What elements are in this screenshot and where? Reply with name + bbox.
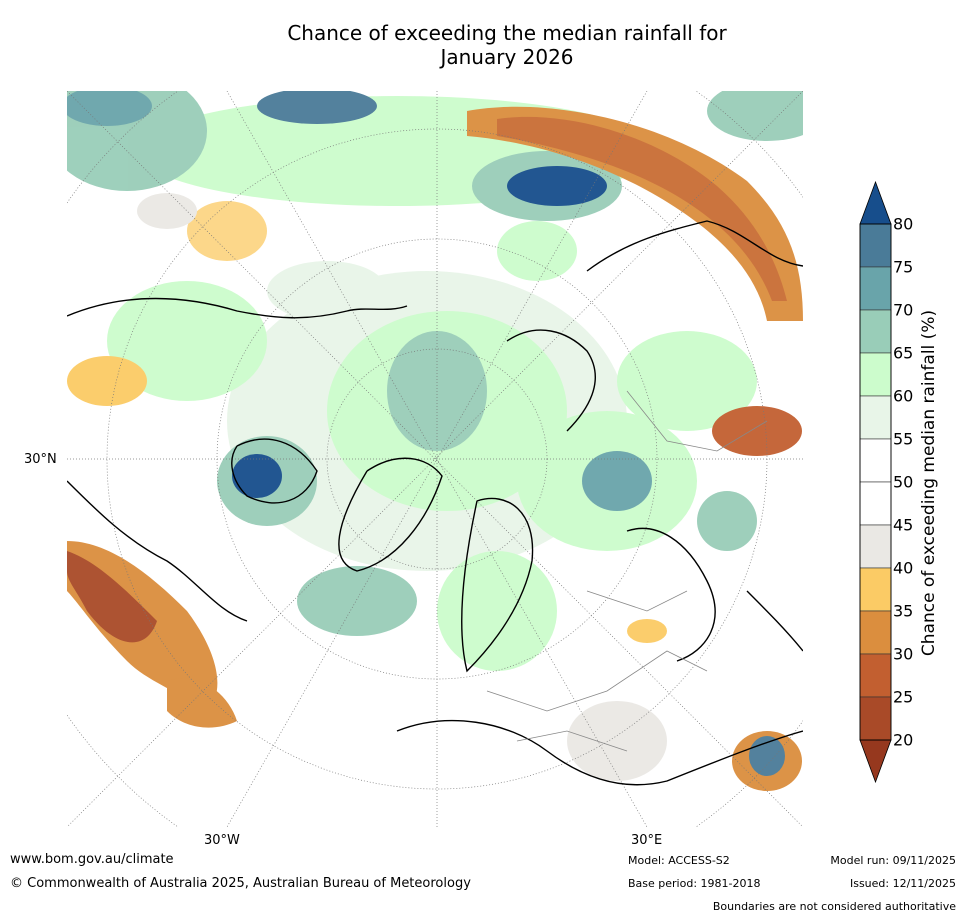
colorbar-bin-50-55 xyxy=(859,438,892,483)
colorbar-tick-80: 80 xyxy=(893,214,914,234)
graticule xyxy=(67,91,803,827)
lon-label-30e: 30°E xyxy=(631,833,663,848)
colorbar-tick-75: 75 xyxy=(893,257,914,277)
colorbar-tick-55: 55 xyxy=(893,429,914,449)
colorbar-bin-70-75 xyxy=(859,266,892,311)
colorbar-bin-65-70 xyxy=(859,309,892,354)
colorbar-tick-35: 35 xyxy=(893,601,914,621)
model-run-text: Model run: 09/11/2025 xyxy=(830,854,956,867)
colorbar-tick-40: 40 xyxy=(893,558,914,578)
colorbar-bin-60-65 xyxy=(859,352,892,397)
colorbar-bin-40-45 xyxy=(859,524,892,569)
lon-label-30w: 30°W xyxy=(204,833,240,848)
colorbar xyxy=(859,180,892,784)
issued-text: Issued: 12/11/2025 xyxy=(849,877,956,890)
colorbar-tick-70: 70 xyxy=(893,300,914,320)
map-canvas xyxy=(67,91,803,827)
country-borders xyxy=(486,390,768,752)
probability-regions xyxy=(67,91,803,791)
colorbar-tick-65: 65 xyxy=(893,343,914,363)
colorbar-bin-30-35 xyxy=(859,610,892,655)
rainfall-map[interactable] xyxy=(67,91,803,827)
colorbar-bin-25-30 xyxy=(859,653,892,698)
colorbar-bin-75-80 xyxy=(859,223,892,268)
map-title-line2: January 2026 xyxy=(440,45,574,69)
base-period-text: Base period: 1981-2018 xyxy=(628,877,761,890)
colorbar-tick-45: 45 xyxy=(893,515,914,535)
copyright-text: © Commonwealth of Australia 2025, Austra… xyxy=(10,876,471,891)
website-link[interactable]: www.bom.gov.au/climate xyxy=(10,852,174,867)
colorbar-tick-20: 20 xyxy=(893,730,914,750)
disclaimer-text: Boundaries are not considered authoritat… xyxy=(712,900,956,913)
colorbar-bin-20-25 xyxy=(859,696,892,741)
colorbar-extend-bottom xyxy=(859,739,892,784)
colorbar-tick-50: 50 xyxy=(893,472,914,492)
colorbar-tick-30: 30 xyxy=(893,644,914,664)
colorbar-tick-25: 25 xyxy=(893,687,914,707)
colorbar-bin-45-50 xyxy=(859,481,892,526)
colorbar-extend-top xyxy=(859,180,892,225)
colorbar-tick-60: 60 xyxy=(893,386,914,406)
colorbar-bin-55-60 xyxy=(859,395,892,440)
model-text: Model: ACCESS-S2 xyxy=(628,854,730,867)
colorbar-frame xyxy=(859,223,892,741)
coastlines xyxy=(67,220,803,786)
colorbar-bin-35-40 xyxy=(859,567,892,612)
lat-label-30n: 30°N xyxy=(24,452,57,467)
map-title-line1: Chance of exceeding the median rainfall … xyxy=(287,21,727,45)
colorbar-label: Chance of exceeding median rainfall (%) xyxy=(919,309,939,657)
